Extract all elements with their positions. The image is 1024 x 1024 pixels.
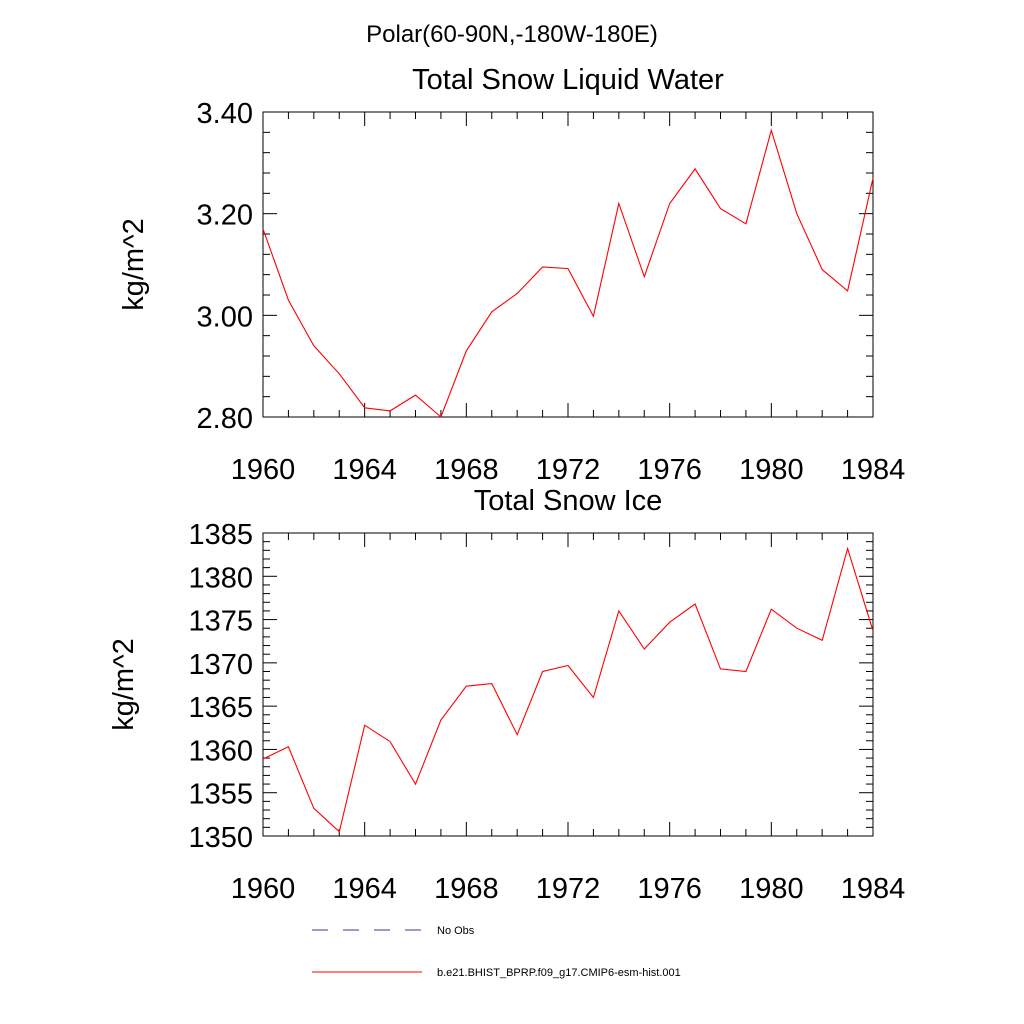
chart-panel-2: Total Snow Ice 1960 1964 1968 1972 1976 1980 19… (108, 485, 905, 905)
x-tick-label: 1980 (739, 873, 804, 905)
x-tick-label: 1968 (434, 873, 499, 905)
chart-panel-1: Total Snow Liquid Water 1960 1964 1968 1972 1… (118, 64, 905, 486)
plot-frame (262, 111, 874, 418)
x-tick-label: 1972 (536, 873, 601, 905)
chart-panels: Total Snow Liquid Water 1960 1964 1968 1972 1… (108, 64, 905, 905)
x-tick-label: 1964 (332, 873, 397, 905)
y-tick-label: 1365 (188, 692, 253, 724)
chart-title: Total Snow Liquid Water (412, 64, 724, 96)
y-tick-label: 3.20 (197, 200, 253, 232)
x-tick-label: 1976 (637, 454, 702, 486)
y-tick-label: 2.80 (197, 403, 253, 435)
y-tick-label: 1370 (188, 649, 253, 681)
chart-title: Total Snow Ice (474, 485, 663, 517)
series-line-1 (262, 546, 874, 833)
x-tick-label: 1960 (231, 873, 296, 905)
y-tick-label: 3.40 (197, 98, 253, 130)
series-line-1 (262, 128, 874, 418)
y-tick-label: 1385 (188, 519, 253, 551)
x-tick-label: 1976 (637, 873, 702, 905)
y-tick-label: 1350 (188, 822, 253, 854)
legend: No Obs b.e21.BHIST_BPRP.f09_g17.CMIP6-esm… (312, 925, 681, 979)
figure-suptitle: Polar(60-90N,-180W-180E) (366, 21, 658, 48)
x-tick-label: 1984 (841, 873, 906, 905)
x-tick-label: 1964 (332, 454, 397, 486)
x-tick-label: 1972 (536, 454, 601, 486)
x-tick-label: 1980 (739, 454, 804, 486)
y-tick-label: 3.00 (197, 301, 253, 333)
legend-label-2: b.e21.BHIST_BPRP.f09_g17.CMIP6-esm-hist.… (437, 967, 681, 979)
y-tick-label: 1380 (188, 562, 253, 594)
x-tick-label: 1960 (231, 454, 296, 486)
y-axis-label: kg/m^2 (108, 638, 140, 731)
x-tick-label: 1968 (434, 454, 499, 486)
y-tick-label: 1375 (188, 606, 253, 638)
legend-label-1: No Obs (437, 925, 475, 937)
y-tick-label: 1360 (188, 735, 253, 767)
y-tick-label: 1355 (188, 779, 253, 811)
y-axis-label: kg/m^2 (118, 218, 150, 311)
plot-frame (262, 532, 874, 837)
x-tick-label: 1984 (841, 454, 906, 486)
